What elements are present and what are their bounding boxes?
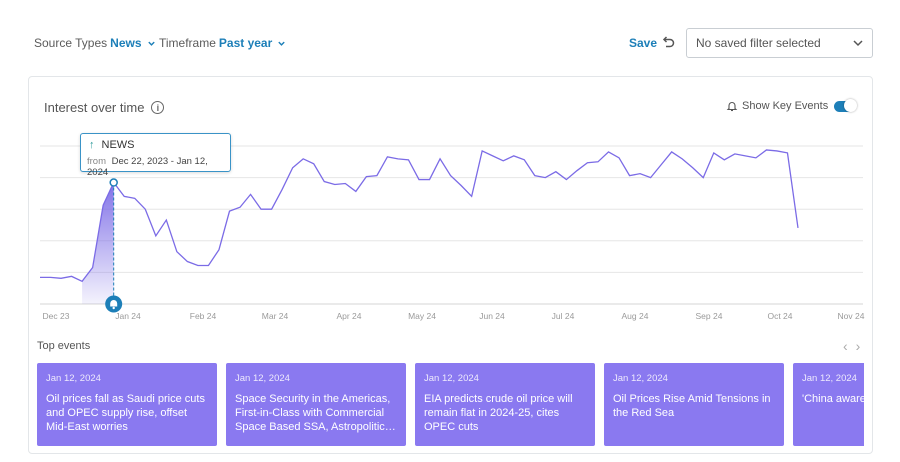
event-title: Oil Prices Rise Amid Tensions in the Red… — [613, 393, 771, 419]
source-types-value: News — [110, 36, 142, 50]
tooltip-range: Dec 22, 2023 - Jan 12, 2024 — [87, 156, 208, 178]
chevron-down-icon — [853, 40, 863, 47]
filter-bar: Source Types News Timeframe Past year Sa… — [0, 0, 900, 76]
top-events-label: Top events — [37, 340, 91, 352]
x-tick-label: Feb 24 — [190, 311, 217, 321]
event-card[interactable]: Jan 12, 2024 'China aware… military mov… — [793, 363, 864, 446]
x-tick-label: Dec 23 — [43, 311, 70, 321]
x-tick-label: Jul 24 — [552, 311, 575, 321]
event-card[interactable]: Jan 12, 2024 Oil prices fall as Saudi pr… — [37, 363, 217, 446]
event-title: 'China aware… military mov… — [802, 393, 864, 405]
event-date: Jan 12, 2024 — [802, 373, 857, 384]
event-date: Jan 12, 2024 — [46, 373, 101, 384]
event-card[interactable]: Jan 12, 2024 Oil Prices Rise Amid Tensio… — [604, 363, 784, 446]
x-tick-label: Oct 24 — [767, 311, 792, 321]
arrow-up-icon: ↑ — [89, 139, 95, 151]
save-button[interactable]: Save — [629, 36, 658, 50]
highlight-area — [82, 182, 114, 304]
chart-tooltip: ↑ NEWS from Dec 22, 2023 - Jan 12, 2024 — [80, 133, 231, 178]
timeframe-filter[interactable]: Timeframe Past year — [159, 36, 286, 50]
chevron-down-icon — [147, 41, 155, 46]
x-tick-label: May 24 — [408, 311, 436, 321]
bell-shape — [110, 300, 118, 307]
top-events-list: Jan 12, 2024 Oil prices fall as Saudi pr… — [37, 363, 864, 447]
x-tick-label: Jun 24 — [479, 311, 505, 321]
event-card[interactable]: Jan 12, 2024 EIA predicts crude oil pric… — [415, 363, 595, 446]
event-card[interactable]: Jan 12, 2024 Space Security in the Ameri… — [226, 363, 406, 446]
event-title: EIA predicts crude oil price will remain… — [424, 393, 573, 433]
event-title: Oil prices fall as Saudi price cuts and … — [46, 393, 205, 433]
info-icon[interactable]: i — [151, 101, 165, 114]
x-tick-label: Jan 24 — [115, 311, 141, 321]
saved-filter-value: No saved filter selected — [696, 36, 821, 50]
show-key-events-label: Show Key Events — [742, 100, 829, 112]
top-events-nav: ‹ › — [843, 338, 860, 354]
timeframe-value: Past year — [218, 36, 273, 50]
card-title: Interest over time — [44, 100, 145, 115]
event-date: Jan 12, 2024 — [613, 373, 668, 384]
timeframe-label: Timeframe — [159, 36, 216, 50]
interest-chart: Dec 23 Jan 24 Feb 24 Mar 24 Apr 24 May 24 Jun … — [40, 145, 865, 321]
undo-icon[interactable] — [660, 34, 676, 50]
tooltip-series: NEWS — [101, 139, 135, 151]
event-title: Space Security in the Americas, First-in… — [235, 393, 396, 433]
bell-icon — [726, 102, 738, 112]
card-title-row: Interest over time i — [44, 100, 165, 115]
x-tick-label: Apr 24 — [336, 311, 361, 321]
x-tick-label: Aug 24 — [622, 311, 649, 321]
next-arrow-icon[interactable]: › — [855, 338, 861, 354]
saved-filter-select[interactable]: No saved filter selected — [686, 28, 873, 58]
key-events-toggle[interactable] — [834, 99, 857, 112]
series-line — [40, 149, 799, 283]
bell-clapper — [112, 306, 115, 310]
source-types-filter[interactable]: Source Types News — [34, 36, 156, 50]
x-tick-label: Mar 24 — [262, 311, 289, 321]
tooltip-from: from — [87, 156, 106, 167]
source-types-label: Source Types — [34, 36, 108, 50]
event-date: Jan 12, 2024 — [424, 373, 479, 384]
highlight-point — [109, 178, 118, 187]
previous-arrow-icon[interactable]: ‹ — [843, 338, 848, 354]
event-date: Jan 12, 2024 — [235, 373, 290, 384]
show-key-events: Show Key Events — [726, 100, 828, 112]
x-tick-label: Sep 24 — [696, 311, 723, 321]
x-tick-label: Nov 24 — [838, 311, 865, 321]
chevron-down-icon — [278, 41, 285, 46]
